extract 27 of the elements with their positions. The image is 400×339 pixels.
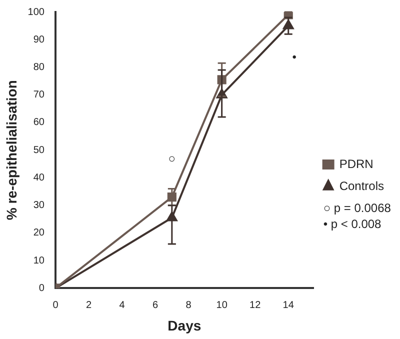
- y-tick-label: 30: [33, 200, 45, 212]
- y-tick-label: 40: [33, 172, 45, 184]
- x-tick-label: 2: [86, 300, 92, 311]
- x-tick-label: 12: [250, 300, 262, 311]
- x-axis-title: Days: [168, 317, 202, 334]
- annotation: ○: [168, 151, 176, 166]
- legend-label: Controls: [339, 178, 384, 193]
- y-tick-label: 80: [33, 62, 45, 73]
- text: • p < 0.008: [323, 216, 382, 231]
- x-tick-label: 14: [282, 300, 294, 311]
- y-tick-label: 20: [33, 228, 45, 239]
- text: ○ p = 0.0068: [323, 200, 392, 215]
- y-tick-label: 10: [33, 255, 45, 266]
- y-tick-label: 100: [28, 6, 45, 18]
- y-axis-title: % re-epithelialisation: [3, 80, 20, 220]
- y-tick-label: 90: [33, 34, 45, 46]
- annotation: •: [292, 50, 296, 64]
- y-tick-label: 0: [38, 282, 45, 294]
- x-tick-label: 6: [152, 300, 159, 311]
- y-tick-label: 60: [33, 117, 45, 128]
- y-tick-label: 50: [33, 144, 45, 156]
- x-tick-label: 0: [52, 300, 59, 311]
- x-tick-label: 10: [216, 300, 228, 311]
- legend-label: PDRN: [339, 156, 374, 171]
- y-tick-label: 70: [33, 90, 45, 101]
- x-tick-label: 4: [119, 300, 126, 311]
- x-tick-label: 8: [186, 300, 192, 311]
